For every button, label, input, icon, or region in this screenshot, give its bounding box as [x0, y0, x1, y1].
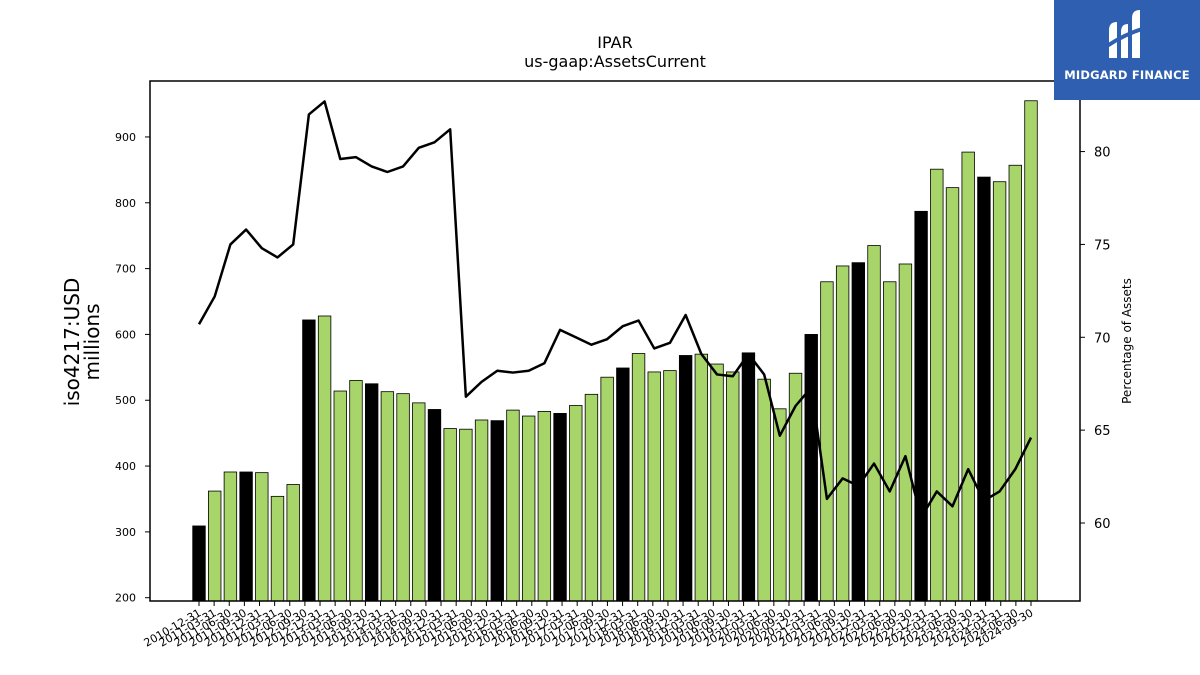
brand-logo: MIDGARD FINANCE	[1054, 0, 1200, 100]
bar	[804, 334, 818, 602]
bar	[490, 420, 504, 602]
bar	[898, 263, 913, 602]
chart-subtitle: us-gaap:AssetsCurrent	[524, 52, 706, 71]
bar	[506, 409, 520, 602]
bar-series	[192, 100, 1038, 602]
bar	[851, 262, 865, 602]
bar	[631, 353, 646, 602]
line-series	[197, 100, 1033, 519]
right-tick-label: 80	[1094, 146, 1111, 161]
bar	[726, 371, 740, 602]
right-tick-label: 75	[1094, 238, 1111, 253]
bar	[1024, 100, 1038, 602]
bar	[961, 151, 975, 602]
bar	[914, 210, 928, 602]
bar	[553, 413, 567, 602]
bar	[820, 281, 834, 602]
bar	[569, 405, 583, 602]
bar	[270, 495, 285, 602]
bar	[694, 353, 709, 602]
bar	[992, 181, 1007, 602]
bar	[396, 393, 410, 602]
bar	[647, 371, 661, 602]
right-axis: 60 65 70 75 80	[1080, 146, 1111, 532]
bar	[757, 378, 771, 602]
bar	[741, 352, 756, 602]
bar	[317, 315, 332, 602]
brand-name: MIDGARD FINANCE	[1064, 68, 1190, 82]
bar	[364, 383, 379, 602]
bar	[208, 490, 222, 602]
left-tick-label: 900	[115, 131, 136, 144]
bar	[286, 484, 300, 602]
bar	[427, 409, 442, 602]
right-tick-label: 65	[1094, 424, 1111, 439]
bar	[930, 168, 944, 602]
bar	[412, 402, 426, 602]
y-axis-label-left-line1: iso4217:USD	[60, 278, 84, 407]
bar	[521, 415, 536, 602]
midgard-logo-icon	[1105, 10, 1146, 58]
bar	[616, 367, 630, 602]
left-tick-label: 300	[115, 526, 136, 539]
bar	[977, 176, 991, 602]
bar	[867, 245, 881, 602]
left-tick-label: 200	[115, 592, 136, 605]
y-axis-label-right: Percentage of Assets	[1120, 278, 1134, 404]
bar	[584, 393, 599, 602]
bar	[1008, 164, 1022, 602]
right-tick-label: 70	[1094, 331, 1111, 346]
bar	[255, 472, 269, 602]
right-tick-label: 60	[1094, 517, 1111, 532]
bar	[710, 363, 724, 602]
bar	[835, 265, 850, 602]
bar	[663, 370, 677, 602]
left-axis: 200 300 400 500 600 700 800 900	[115, 131, 150, 605]
bar	[443, 428, 457, 602]
bar	[945, 187, 960, 602]
left-tick-label: 700	[115, 263, 136, 276]
bar	[223, 471, 238, 602]
left-tick-label: 500	[115, 394, 136, 407]
chart-title: IPAR	[597, 33, 632, 52]
left-tick-label: 600	[115, 328, 136, 341]
bar	[239, 471, 253, 602]
bar	[600, 376, 614, 602]
bar	[474, 419, 489, 602]
bar	[380, 391, 395, 602]
bar	[537, 411, 552, 602]
bar	[678, 355, 693, 602]
bar	[333, 390, 347, 602]
y-axis-label-left-line2: millions	[80, 303, 104, 380]
plot-frame	[149, 80, 1081, 602]
bar	[349, 380, 363, 602]
left-tick-label: 400	[115, 460, 136, 473]
bar	[302, 319, 316, 602]
left-tick-label: 800	[115, 197, 136, 210]
percentage-line	[197, 100, 1033, 519]
x-axis: 2010-12-312011-03-312011-06-302011-09-30…	[142, 601, 1036, 650]
bar	[192, 525, 206, 602]
bar	[773, 408, 787, 602]
bar	[883, 281, 897, 602]
bar	[459, 428, 473, 602]
